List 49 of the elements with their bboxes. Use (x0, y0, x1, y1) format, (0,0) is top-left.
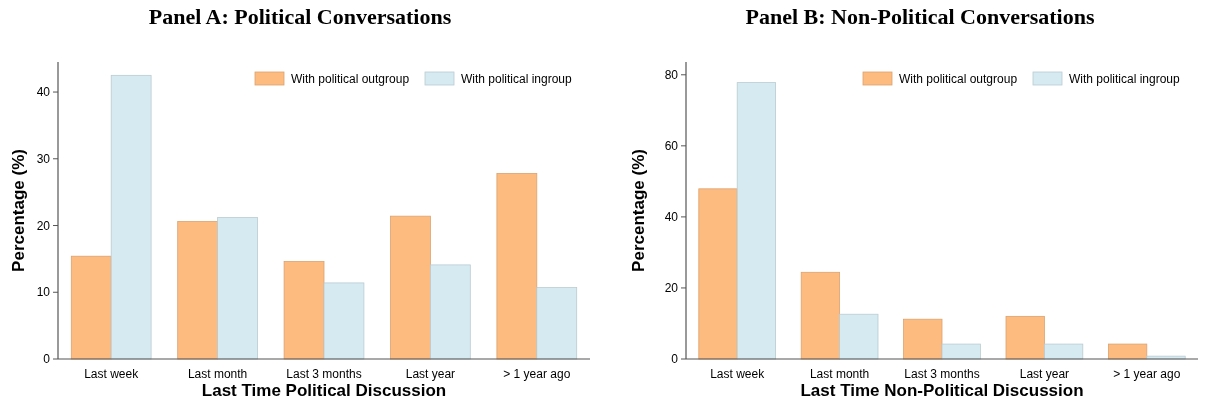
legend-label: With political ingroup (461, 72, 573, 87)
x-axis-title: Last Time Political Discussion (201, 381, 447, 400)
bar (536, 287, 578, 360)
bar (390, 215, 431, 360)
bar (800, 271, 840, 360)
x-tick-label: Last 3 months (286, 367, 362, 382)
legend-label: With political ingroup (1069, 72, 1181, 87)
chart-title: Panel B: Non-Political Conversations (745, 4, 1095, 29)
bar (110, 74, 152, 360)
y-tick-label: 20 (36, 218, 51, 233)
legend-label: With political outgroup (291, 72, 410, 87)
x-axis-title: Last Time Non-Political Discussion (800, 381, 1084, 400)
bar (217, 217, 258, 360)
y-tick-label: 40 (664, 210, 679, 225)
x-tick-label: Last year (405, 367, 456, 382)
y-tick-label: 10 (36, 285, 51, 300)
x-tick-label: Last month (187, 367, 248, 382)
x-tick-label: Last week (84, 367, 140, 382)
legend-label: With political outgroup (899, 72, 1018, 87)
x-tick-label: Last month (809, 367, 870, 382)
bar (177, 221, 218, 360)
bar (283, 261, 325, 360)
y-tick-label: 60 (664, 139, 679, 154)
x-tick-label: > 1 year ago (1113, 367, 1181, 382)
chart-title: Panel A: Political Conversations (148, 4, 452, 29)
y-tick-label: 30 (36, 151, 51, 166)
x-tick-label: Last week (710, 367, 766, 382)
bar (839, 313, 879, 360)
bar (70, 255, 112, 360)
y-axis-title: Percentage (%) (9, 149, 28, 272)
y-tick-label: 0 (43, 352, 51, 367)
y-tick-label: 0 (671, 352, 679, 367)
y-axis-title: Percentage (%) (629, 149, 648, 272)
bar (1005, 315, 1045, 360)
y-tick-label: 40 (36, 85, 51, 100)
bar (941, 343, 981, 360)
y-tick-label: 20 (664, 281, 679, 296)
x-tick-label: Last 3 months (904, 367, 980, 382)
y-tick-label: 80 (664, 67, 679, 82)
x-tick-label: Last year (1019, 367, 1070, 382)
bar (736, 82, 776, 360)
bar (496, 173, 538, 360)
bar (430, 264, 471, 360)
x-tick-label: > 1 year ago (503, 367, 571, 382)
bar (1044, 343, 1084, 360)
bar (698, 188, 738, 360)
bar (903, 318, 943, 360)
bar (323, 282, 365, 360)
bar (1108, 343, 1148, 360)
